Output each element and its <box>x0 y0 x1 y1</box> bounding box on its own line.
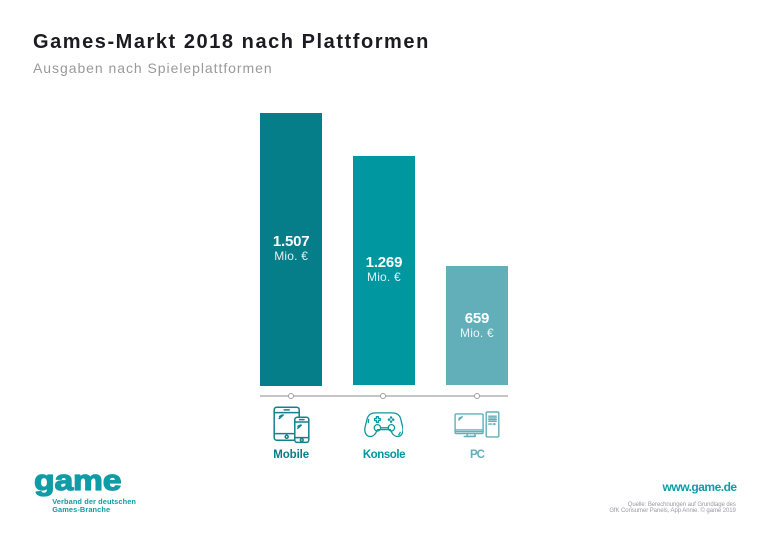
svg-text:game: game <box>34 465 121 497</box>
